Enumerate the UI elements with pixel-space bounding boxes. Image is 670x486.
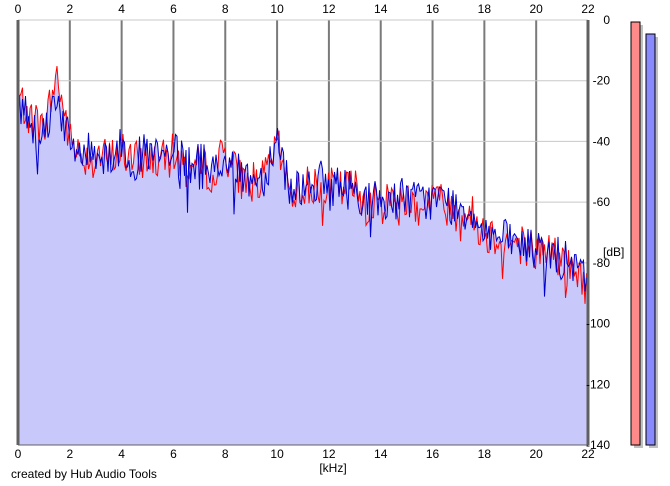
y-tick-label: -80 [593, 256, 611, 270]
y-axis-label: [dB] [603, 245, 624, 259]
y-tick-label: -20 [593, 74, 611, 88]
x-tick-label-bottom: 4 [118, 447, 125, 461]
x-tick-label-bottom: 0 [15, 447, 22, 461]
x-axis-label: [kHz] [319, 461, 346, 475]
level-meter-bar [645, 33, 656, 446]
x-tick-label-top: 14 [374, 2, 388, 16]
y-tick-label: -60 [593, 195, 611, 209]
x-tick-label-bottom: 10 [270, 447, 284, 461]
spectrum-line-blue [17, 93, 589, 297]
y-tick-label: -40 [593, 134, 611, 148]
plot-axes [16, 20, 590, 446]
x-tick-label-bottom: 22 [581, 447, 595, 461]
x-tick-label-top: 0 [15, 2, 22, 16]
y-tick-label: -120 [586, 377, 610, 391]
level-meter-bar [630, 21, 641, 446]
x-tick-label-bottom: 14 [374, 447, 388, 461]
x-tick-label-top: 10 [270, 2, 284, 16]
level-meters [630, 21, 658, 448]
x-tick-label-bottom: 2 [66, 447, 73, 461]
x-tick-label-bottom: 16 [426, 447, 440, 461]
y-tick-labels: 0 -20 -40 -60 -80 -100 -120 -140 [586, 13, 610, 452]
x-tick-label-top: 18 [478, 2, 492, 16]
x-tick-label-bottom: 8 [222, 447, 229, 461]
x-tick-label-top: 8 [222, 2, 229, 16]
x-tick-label-top: 6 [170, 2, 177, 16]
spectrum-series [17, 66, 589, 304]
x-tick-label-bottom: 18 [478, 447, 492, 461]
y-tick-label: -100 [586, 317, 610, 331]
y-tick-label: 0 [603, 13, 610, 27]
x-tick-label-top: 16 [426, 2, 440, 16]
y-tick-label: -140 [586, 438, 610, 452]
x-tick-label-bottom: 6 [170, 447, 177, 461]
spectrum-fill-area [18, 66, 588, 445]
credit-text: created by Hub Audio Tools [11, 467, 157, 481]
x-tick-label-top: 4 [118, 2, 125, 16]
x-tick-label-top: 12 [322, 2, 336, 16]
x-tick-label-top: 22 [581, 2, 595, 16]
x-tick-label-bottom: 12 [322, 447, 336, 461]
spectrum-fill [18, 66, 588, 445]
x-tick-label-top: 2 [66, 2, 73, 16]
x-tick-label-top: 20 [530, 2, 544, 16]
x-tick-label-bottom: 20 [530, 447, 544, 461]
